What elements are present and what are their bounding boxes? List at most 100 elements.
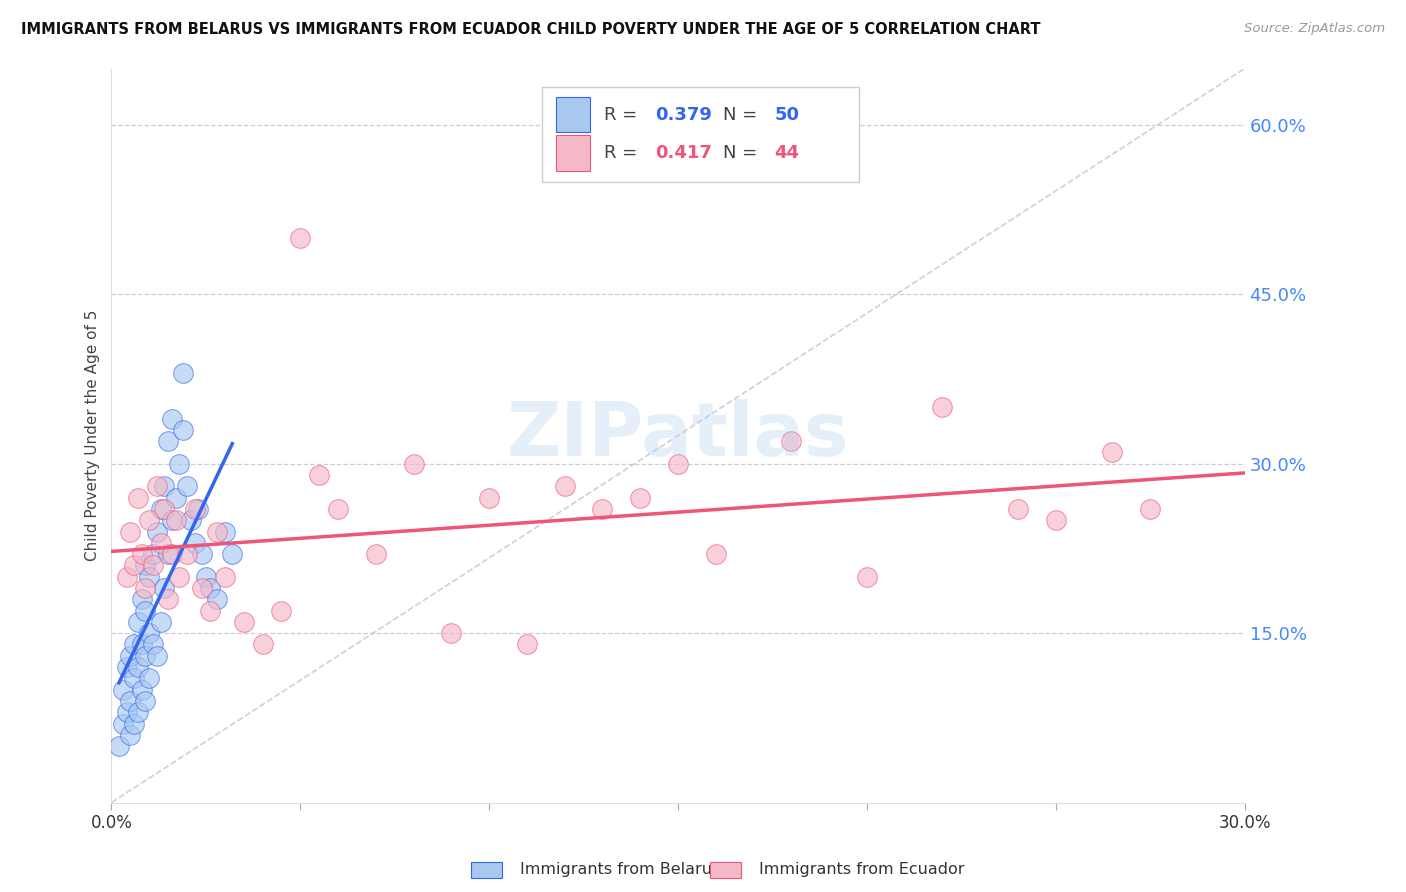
Point bbox=[134, 604, 156, 618]
Point bbox=[131, 547, 153, 561]
Text: IMMIGRANTS FROM BELARUS VS IMMIGRANTS FROM ECUADOR CHILD POVERTY UNDER THE AGE O: IMMIGRANTS FROM BELARUS VS IMMIGRANTS FR… bbox=[21, 22, 1040, 37]
Bar bbox=[555, 97, 589, 132]
Point bbox=[153, 479, 176, 493]
Point bbox=[198, 581, 221, 595]
Point bbox=[149, 536, 172, 550]
Point bbox=[180, 513, 202, 527]
Point bbox=[169, 570, 191, 584]
Point bbox=[149, 502, 172, 516]
Point bbox=[120, 728, 142, 742]
Text: N =: N = bbox=[723, 106, 763, 124]
Point bbox=[122, 716, 145, 731]
Point bbox=[153, 581, 176, 595]
Point bbox=[270, 604, 292, 618]
Point bbox=[176, 479, 198, 493]
Point bbox=[290, 231, 312, 245]
Point bbox=[122, 672, 145, 686]
Point bbox=[194, 570, 217, 584]
Point bbox=[157, 592, 180, 607]
Point bbox=[169, 457, 191, 471]
Point bbox=[402, 457, 425, 471]
Point bbox=[127, 491, 149, 505]
Point bbox=[931, 401, 953, 415]
Point bbox=[145, 524, 167, 539]
Text: Source: ZipAtlas.com: Source: ZipAtlas.com bbox=[1244, 22, 1385, 36]
Point bbox=[183, 536, 205, 550]
Point bbox=[440, 626, 463, 640]
Point bbox=[165, 513, 187, 527]
Point bbox=[138, 513, 160, 527]
Point bbox=[516, 638, 538, 652]
Point bbox=[191, 547, 214, 561]
Point bbox=[214, 570, 236, 584]
Point bbox=[115, 705, 138, 719]
Point bbox=[134, 558, 156, 573]
Point bbox=[704, 547, 727, 561]
Point bbox=[592, 502, 614, 516]
Point bbox=[478, 491, 501, 505]
Text: N =: N = bbox=[723, 144, 763, 162]
Bar bbox=[555, 136, 589, 170]
Point bbox=[205, 524, 228, 539]
Point bbox=[666, 457, 689, 471]
Text: 0.379: 0.379 bbox=[655, 106, 713, 124]
Point bbox=[205, 592, 228, 607]
Point bbox=[127, 705, 149, 719]
Point bbox=[108, 739, 131, 753]
Point bbox=[138, 626, 160, 640]
Point bbox=[131, 592, 153, 607]
FancyBboxPatch shape bbox=[543, 87, 859, 182]
Point bbox=[142, 558, 165, 573]
Point bbox=[172, 367, 194, 381]
Point bbox=[127, 660, 149, 674]
Point bbox=[191, 581, 214, 595]
Point bbox=[628, 491, 651, 505]
Point bbox=[326, 502, 349, 516]
Point bbox=[131, 638, 153, 652]
Point bbox=[111, 716, 134, 731]
Point bbox=[149, 615, 172, 629]
Point bbox=[364, 547, 387, 561]
Point bbox=[122, 558, 145, 573]
Point bbox=[176, 547, 198, 561]
Text: R =: R = bbox=[605, 144, 644, 162]
Point bbox=[115, 660, 138, 674]
Point bbox=[120, 524, 142, 539]
Point bbox=[165, 491, 187, 505]
Point bbox=[187, 502, 209, 516]
Point bbox=[160, 411, 183, 425]
Point bbox=[183, 502, 205, 516]
Point bbox=[198, 604, 221, 618]
Point bbox=[1101, 445, 1123, 459]
Point bbox=[127, 615, 149, 629]
Text: Immigrants from Belarus: Immigrants from Belarus bbox=[520, 863, 720, 877]
Point bbox=[120, 648, 142, 663]
Point bbox=[214, 524, 236, 539]
Point bbox=[1045, 513, 1067, 527]
Point bbox=[145, 648, 167, 663]
Point bbox=[134, 581, 156, 595]
Point bbox=[554, 479, 576, 493]
Point bbox=[115, 570, 138, 584]
Text: R =: R = bbox=[605, 106, 644, 124]
Point bbox=[780, 434, 803, 449]
Point bbox=[856, 570, 879, 584]
Point bbox=[142, 638, 165, 652]
Point bbox=[1007, 502, 1029, 516]
Point bbox=[252, 638, 274, 652]
Point bbox=[111, 682, 134, 697]
Text: 0.417: 0.417 bbox=[655, 144, 713, 162]
Point bbox=[160, 513, 183, 527]
Point bbox=[172, 423, 194, 437]
Point bbox=[131, 682, 153, 697]
Point bbox=[221, 547, 243, 561]
Text: 50: 50 bbox=[775, 106, 800, 124]
Point bbox=[145, 479, 167, 493]
Point bbox=[138, 570, 160, 584]
Text: Immigrants from Ecuador: Immigrants from Ecuador bbox=[759, 863, 965, 877]
Point bbox=[138, 672, 160, 686]
Point bbox=[232, 615, 254, 629]
Point bbox=[120, 694, 142, 708]
Point bbox=[153, 502, 176, 516]
Text: ZIPatlas: ZIPatlas bbox=[506, 399, 849, 472]
